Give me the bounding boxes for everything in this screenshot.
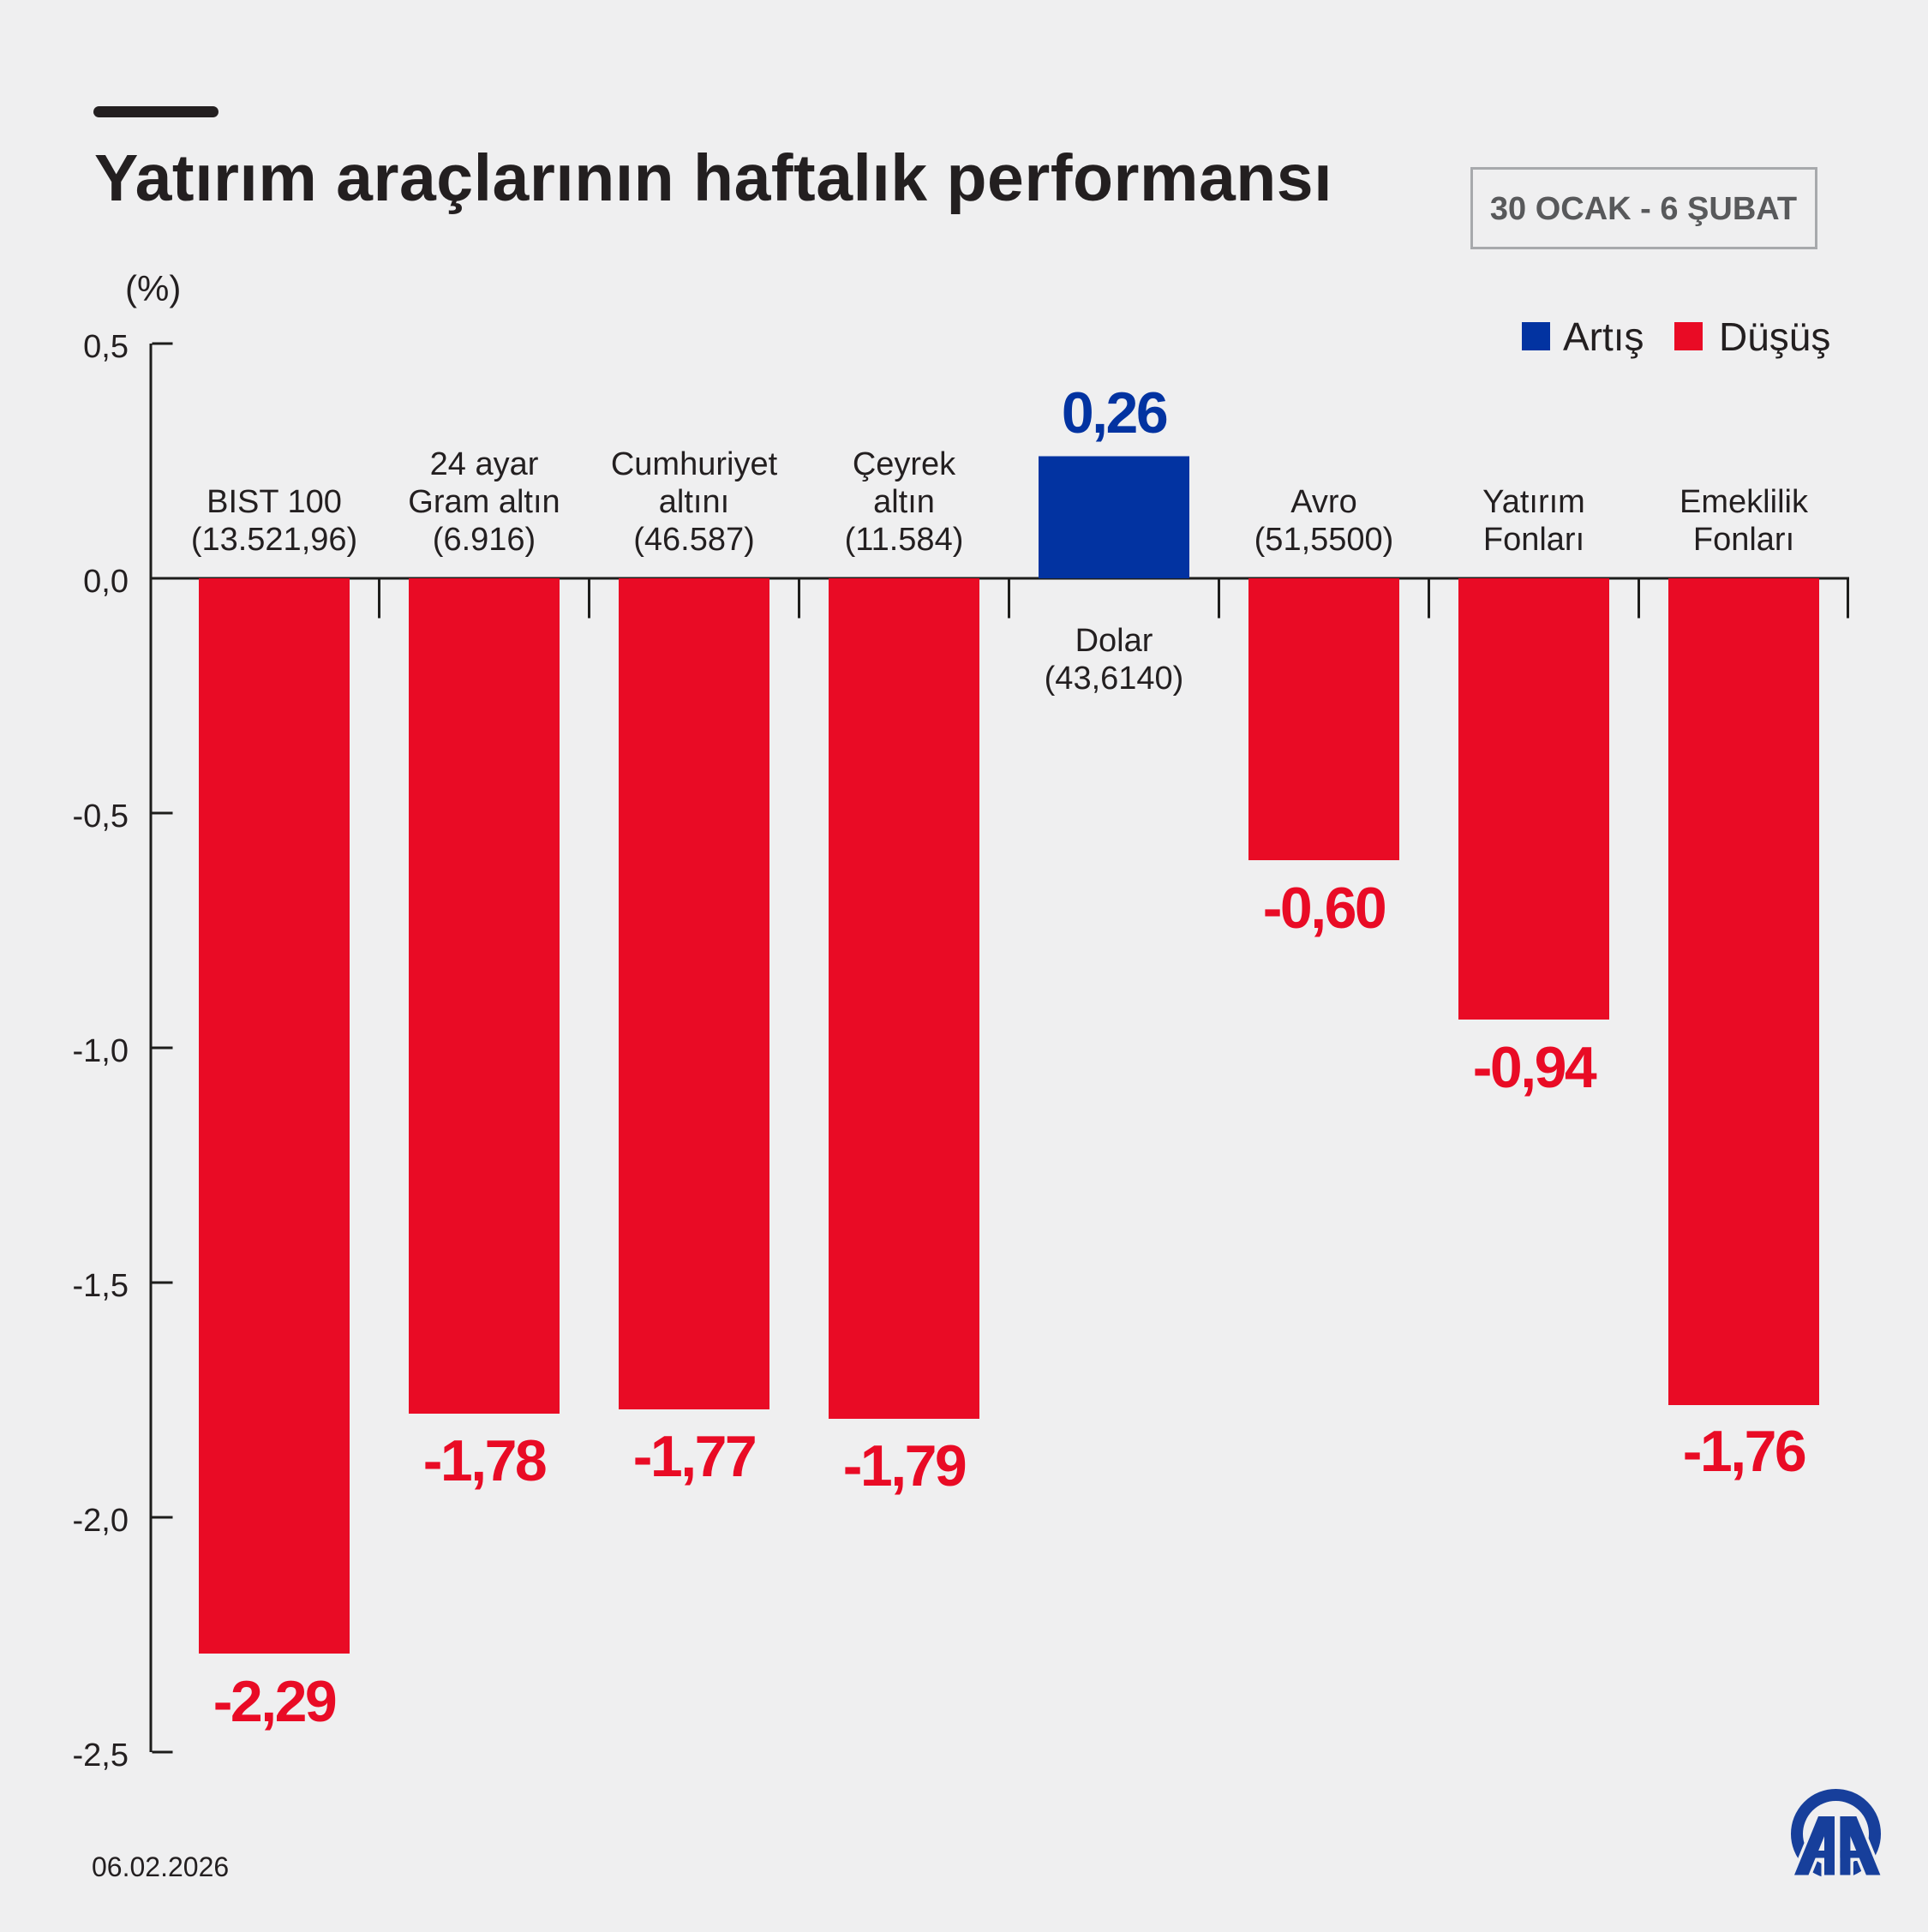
svg-text:-1,5: -1,5	[73, 1268, 129, 1304]
svg-text:-1,77: -1,77	[633, 1424, 756, 1489]
svg-text:0,26: 0,26	[1062, 380, 1167, 446]
svg-text:(11.584): (11.584)	[845, 522, 964, 558]
svg-text:-1,0: -1,0	[73, 1033, 129, 1069]
svg-text:(6.916): (6.916)	[433, 522, 536, 558]
svg-text:-2,5: -2,5	[73, 1738, 129, 1773]
svg-text:-0,5: -0,5	[73, 799, 129, 834]
svg-text:altını: altını	[659, 484, 729, 520]
svg-text:Emeklilik: Emeklilik	[1680, 484, 1809, 520]
svg-text:(13.521,96): (13.521,96)	[191, 522, 357, 558]
svg-text:Fonları: Fonları	[1483, 522, 1584, 558]
svg-text:(%): (%)	[125, 268, 181, 308]
svg-text:06.02.2026: 06.02.2026	[92, 1851, 229, 1882]
svg-text:30 OCAK - 6 ŞUBAT: 30 OCAK - 6 ŞUBAT	[1490, 191, 1797, 227]
svg-text:0,0: 0,0	[83, 564, 129, 600]
svg-text:0,5: 0,5	[83, 329, 129, 365]
svg-text:Yatırım: Yatırım	[1482, 484, 1585, 520]
svg-text:Artış: Artış	[1563, 314, 1644, 359]
svg-text:altın: altın	[873, 484, 935, 520]
svg-text:(51,5500): (51,5500)	[1254, 522, 1394, 558]
svg-text:-0,94: -0,94	[1473, 1035, 1597, 1100]
svg-text:24 ayar: 24 ayar	[430, 446, 539, 482]
svg-text:Düşüş: Düşüş	[1719, 314, 1830, 359]
svg-text:-0,60: -0,60	[1263, 876, 1386, 941]
svg-text:Cumhuriyet: Cumhuriyet	[611, 446, 778, 482]
svg-text:(43,6140): (43,6140)	[1045, 661, 1184, 697]
svg-text:-2,29: -2,29	[213, 1669, 336, 1734]
svg-text:Dolar: Dolar	[1075, 623, 1153, 659]
svg-text:-1,76: -1,76	[1683, 1419, 1805, 1484]
svg-text:Çeyrek: Çeyrek	[853, 446, 956, 482]
svg-text:Avro: Avro	[1290, 484, 1356, 520]
svg-text:(46.587): (46.587)	[633, 522, 755, 558]
svg-text:Yatırım araçlarının haftalık p: Yatırım araçlarının haftalık performansı	[94, 141, 1332, 215]
svg-text:-2,0: -2,0	[73, 1503, 129, 1539]
svg-text:Gram altın: Gram altın	[408, 484, 560, 520]
svg-text:Fonları: Fonları	[1693, 522, 1794, 558]
svg-text:BIST 100: BIST 100	[207, 484, 342, 520]
svg-text:-1,79: -1,79	[843, 1433, 966, 1498]
svg-text:-1,78: -1,78	[423, 1428, 546, 1493]
